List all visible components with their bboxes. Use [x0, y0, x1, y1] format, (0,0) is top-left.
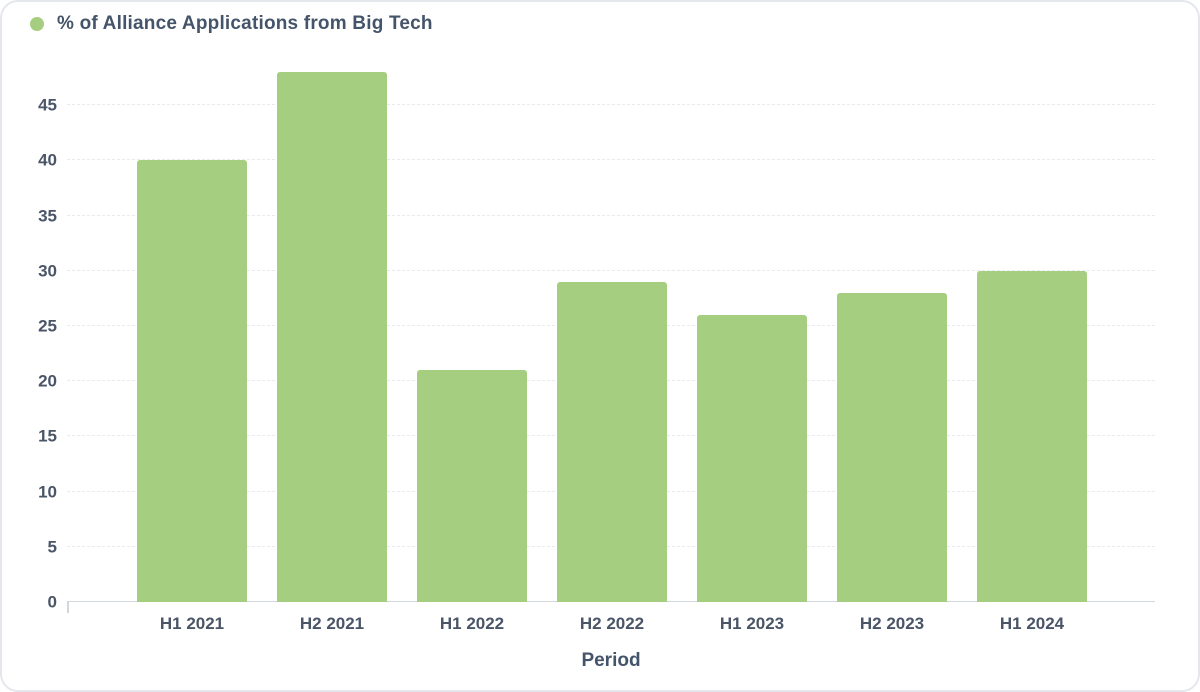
- x-axis-title: Period: [581, 650, 641, 671]
- y-tick-label: 0: [47, 592, 57, 612]
- plot-area: H1 2021 H2 2021 H1 2022 H2 2022 H1 2023 H2 20…: [67, 72, 1155, 671]
- y-axis-tick-labels: 0 5 10 15 20 25 30 35 40 45: [12, 72, 57, 611]
- bar-h1-2022: [417, 370, 527, 602]
- bar-h2-2023: [837, 293, 947, 602]
- chart-legend: % of Alliance Applications from Big Tech: [30, 13, 433, 35]
- y-tick-label: 15: [38, 426, 57, 446]
- y-tick-label: 35: [38, 206, 57, 226]
- bar-h1-2024: [977, 271, 1087, 602]
- legend-label: % of Alliance Applications from Big Tech: [57, 13, 433, 34]
- gridline: [67, 159, 1155, 161]
- x-tick-label: H2 2021: [299, 614, 365, 633]
- gridline: [67, 214, 1155, 216]
- x-tick-label: H1 2024: [999, 614, 1065, 633]
- bar-h1-2023: [697, 315, 807, 602]
- y-tick-label: 5: [47, 537, 57, 557]
- gridline: [67, 269, 1155, 271]
- x-tick-label: H1 2021: [159, 614, 225, 633]
- y-tick-label: 30: [38, 261, 57, 281]
- y-tick-label: 20: [38, 371, 57, 391]
- y-tick-label: 40: [38, 150, 57, 170]
- bar-h2-2022: [557, 282, 667, 602]
- y-tick-label: 10: [38, 482, 57, 502]
- y-tick-label: 25: [38, 316, 57, 336]
- y-tick-label: 45: [38, 95, 57, 115]
- x-tick-label: H2 2023: [859, 614, 925, 633]
- x-axis-corner-tick: [67, 602, 69, 613]
- x-tick-label: H1 2022: [439, 614, 505, 633]
- x-tick-label: H2 2022: [579, 614, 645, 633]
- legend-marker-icon: [30, 17, 44, 31]
- gridline: [67, 104, 1155, 106]
- bar-h2-2021: [277, 72, 387, 602]
- x-tick-label: H1 2023: [719, 614, 785, 633]
- bar-h1-2021: [137, 160, 247, 602]
